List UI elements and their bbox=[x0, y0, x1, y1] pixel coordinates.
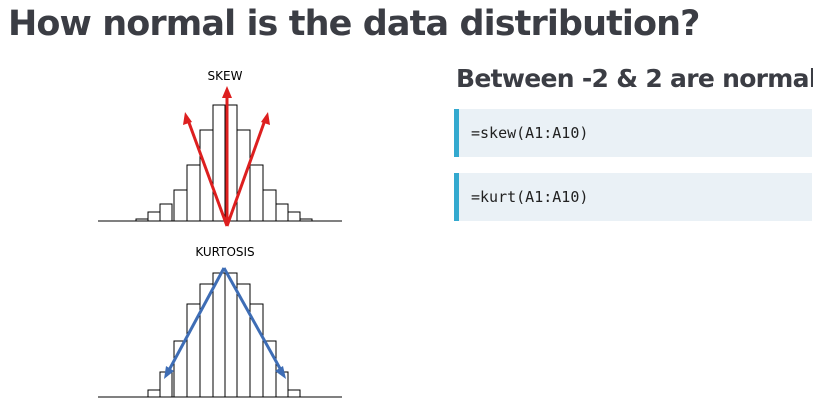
kurt-formula: =kurt(A1:A10) bbox=[471, 188, 589, 206]
slide-title: How normal is the data distribution? bbox=[8, 4, 700, 44]
skew-histogram-bars bbox=[135, 104, 313, 222]
skew-formula-box: =skew(A1:A10) bbox=[454, 109, 812, 157]
kurtosis-histogram-bars bbox=[147, 272, 301, 398]
skew-diagram: SKEW bbox=[98, 69, 342, 227]
kurtosis-arrows bbox=[164, 267, 286, 379]
skew-label: SKEW bbox=[208, 69, 243, 83]
normal-range-heading: Between -2 & 2 are normal bbox=[456, 64, 813, 93]
skew-arrows bbox=[183, 86, 270, 227]
kurtosis-label: KURTOSIS bbox=[195, 245, 254, 259]
kurt-formula-box: =kurt(A1:A10) bbox=[454, 173, 812, 221]
kurtosis-diagram: KURTOSIS bbox=[98, 245, 342, 398]
skew-formula: =skew(A1:A10) bbox=[471, 124, 589, 142]
